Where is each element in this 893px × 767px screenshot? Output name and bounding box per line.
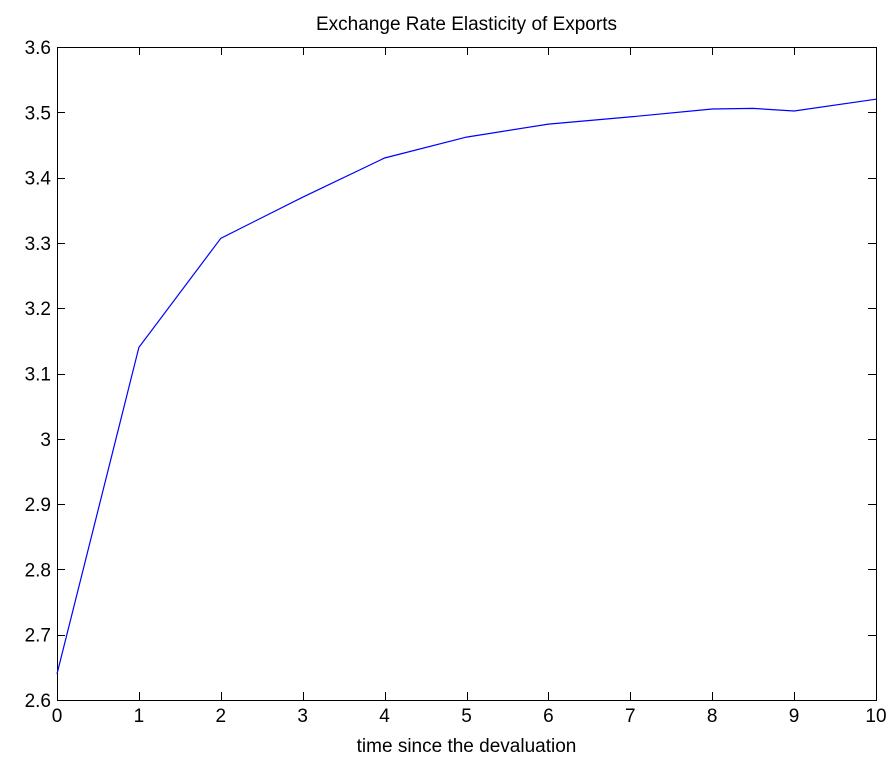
x-tick-label: 6 (543, 706, 554, 727)
y-tick-label: 2.6 (25, 691, 51, 712)
y-axis-ticks: 2.6 2.7 2.8 2.9 3 3.1 3.2 3.3 3.4 3.5 3.6 (25, 38, 876, 712)
y-tick-label: 3 (40, 430, 51, 451)
y-tick-label: 3.6 (25, 38, 51, 59)
x-tick-label: 7 (625, 706, 636, 727)
x-tick-label: 3 (297, 706, 308, 727)
y-tick-label: 3.3 (25, 234, 51, 255)
x-tick-label: 10 (865, 706, 886, 727)
y-tick-label: 3.5 (25, 103, 51, 124)
plot-area: 0 1 2 3 4 5 6 7 8 9 10 2.6 2.7 2.8 2.9 3 3.1 3.2 3.3 3.4 3.… (25, 38, 887, 727)
y-tick-label: 2.8 (25, 560, 51, 581)
y-tick-label: 2.9 (25, 495, 51, 516)
y-tick-label: 2.7 (25, 626, 51, 647)
y-tick-label: 3.4 (25, 169, 52, 190)
x-axis-label: time since the devaluation (357, 736, 577, 757)
axes-box (57, 47, 877, 701)
y-tick-label: 3.1 (25, 365, 51, 386)
y-tick-label: 3.2 (25, 299, 51, 320)
x-tick-label: 8 (707, 706, 718, 727)
chart-title: Exchange Rate Elasticity of Exports (316, 14, 617, 35)
x-tick-label: 9 (789, 706, 800, 727)
x-tick-label: 5 (461, 706, 472, 727)
x-axis-ticks: 0 1 2 3 4 5 6 7 8 9 10 (52, 47, 887, 727)
x-tick-label: 1 (134, 706, 145, 727)
series-layer (56, 98, 877, 675)
x-tick-label: 2 (216, 706, 227, 727)
x-tick-label: 0 (52, 706, 63, 727)
x-tick-label: 4 (379, 706, 390, 727)
series-line (56, 98, 877, 675)
